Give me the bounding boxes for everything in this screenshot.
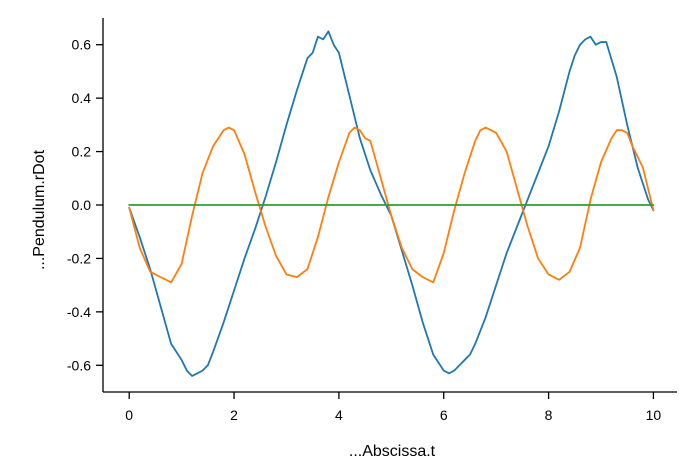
x-tick-label: 2 [230, 407, 238, 423]
y-tick-label: 0.2 [72, 144, 92, 160]
x-tick-label: 4 [335, 407, 343, 423]
series-line-1 [128, 30, 655, 377]
y-tick-label: -0.2 [67, 250, 91, 266]
series-lines [128, 30, 655, 377]
y-axis-label: ...Pendulum.rDot [31, 149, 48, 270]
y-tick-label: 0.4 [72, 90, 92, 106]
x-tick-label: 0 [125, 407, 133, 423]
y-tick-label: -0.6 [67, 357, 91, 373]
series-line-2 [128, 126, 655, 284]
y-tick-label: 0.6 [72, 37, 92, 53]
y-tick-label: 0.0 [72, 197, 92, 213]
x-tick-label: 6 [440, 407, 448, 423]
y-axis-ticks: 0.6 0.4 0.2 0.0 -0.2 -0.4 -0.6 [67, 37, 103, 373]
plot-area: 0.6 0.4 0.2 0.0 -0.2 -0.4 -0.6 0 2 4 6 8 10 [67, 18, 677, 423]
x-axis-label: ...Abscissa.t [349, 443, 436, 460]
x-tick-label: 10 [646, 407, 662, 423]
x-axis-ticks: 0 2 4 6 8 10 [125, 392, 661, 423]
x-tick-label: 8 [545, 407, 553, 423]
y-tick-label: -0.4 [67, 304, 91, 320]
